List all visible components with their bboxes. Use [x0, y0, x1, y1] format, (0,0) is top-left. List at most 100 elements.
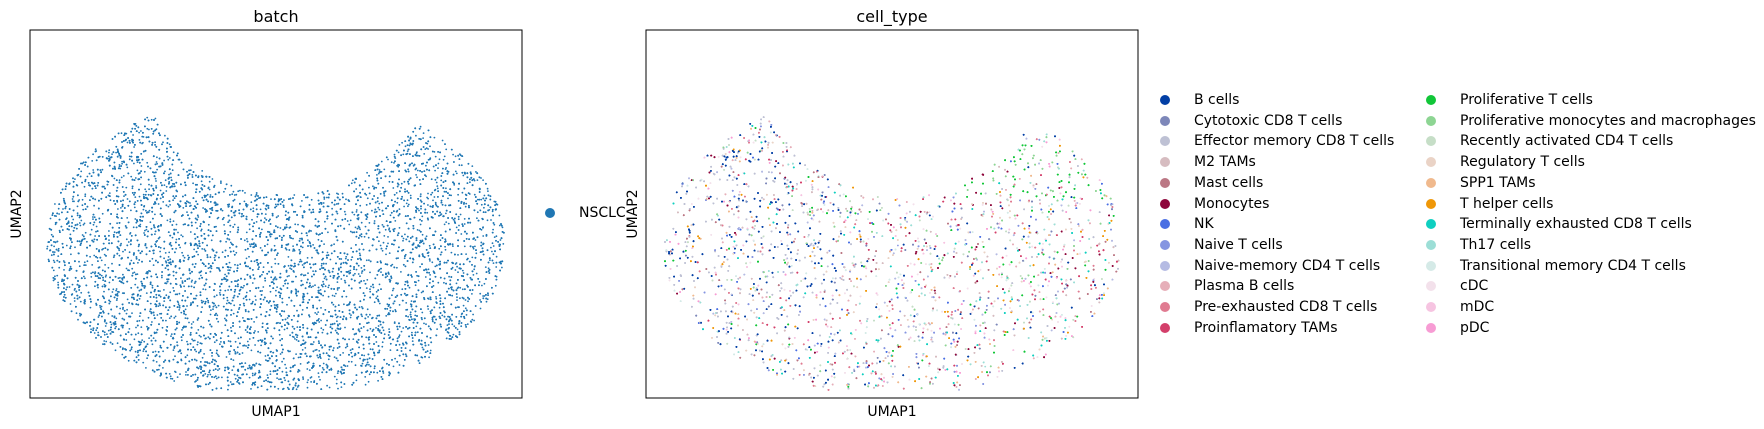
scatter-point: [349, 219, 352, 222]
scatter-point: [455, 282, 458, 285]
scatter-point: [407, 205, 409, 208]
scatter-point: [432, 285, 435, 287]
scatter-point: [136, 273, 139, 275]
scatter-point: [455, 172, 458, 175]
scatter-point: [207, 223, 210, 226]
scatter-point: [427, 192, 429, 195]
scatter-point: [136, 169, 139, 172]
scatter-point: [345, 198, 347, 201]
scatter-point: [284, 214, 287, 217]
scatter-point: [188, 268, 191, 270]
scatter-point: [211, 178, 214, 180]
scatter-point: [388, 313, 391, 316]
scatter-point: [461, 191, 464, 194]
scatter-point: [175, 228, 177, 231]
scatter-point: [382, 329, 385, 332]
scatter-point: [168, 373, 171, 375]
scatter-point: [278, 378, 280, 381]
scatter-point: [230, 184, 233, 187]
scatter-point: [243, 200, 246, 203]
scatter-point: [394, 357, 396, 360]
scatter-point: [172, 220, 175, 223]
scatter-point: [479, 292, 482, 295]
scatter-point: [420, 207, 422, 210]
scatter-point: [174, 293, 177, 296]
scatter-point: [103, 253, 106, 256]
scatter-point: [255, 299, 257, 301]
scatter-point: [476, 217, 478, 220]
scatter-point: [53, 245, 55, 248]
scatter-point: [393, 227, 396, 230]
scatter-point: [224, 273, 227, 276]
scatter-point: [428, 356, 430, 359]
scatter-point: [121, 160, 123, 163]
scatter-point: [208, 180, 211, 183]
scatter-point: [447, 197, 449, 200]
scatter-point: [126, 217, 129, 219]
scatter-point: [180, 277, 182, 279]
scatter-point: [111, 262, 113, 265]
scatter-point: [422, 137, 424, 140]
scatter-point: [170, 333, 173, 335]
scatter-point: [475, 252, 478, 255]
scatter-point: [246, 238, 248, 240]
scatter-point: [261, 273, 263, 276]
scatter-point: [101, 212, 104, 215]
scatter-point: [406, 199, 409, 202]
scatter-point: [271, 271, 274, 274]
scatter-point: [349, 230, 352, 233]
scatter-point: [184, 317, 187, 319]
scatter-point: [498, 214, 501, 217]
scatter-point: [459, 286, 462, 289]
scatter-point: [282, 387, 285, 390]
scatter-point: [368, 373, 371, 376]
scatter-point: [50, 233, 53, 236]
scatter-point: [154, 177, 157, 180]
scatter-point: [122, 175, 125, 177]
scatter-point: [480, 228, 483, 231]
scatter-point: [231, 193, 234, 196]
scatter-point: [335, 382, 338, 385]
scatter-point: [163, 184, 166, 187]
scatter-point: [79, 224, 82, 227]
scatter-point: [115, 299, 118, 301]
scatter-point: [278, 333, 281, 336]
scatter-point: [333, 243, 335, 246]
scatter-point: [234, 340, 237, 343]
scatter-point: [255, 221, 258, 223]
scatter-point: [163, 300, 166, 302]
scatter-point: [445, 167, 447, 169]
scatter-point: [282, 285, 285, 287]
scatter-point: [114, 349, 117, 352]
scatter-point: [501, 226, 504, 229]
scatter-point: [236, 280, 238, 283]
scatter-point: [363, 354, 366, 357]
scatter-point: [482, 227, 484, 229]
scatter-point: [318, 321, 321, 323]
scatter-point: [425, 164, 427, 167]
scatter-point: [137, 245, 140, 248]
scatter-point: [104, 275, 107, 278]
scatter-point: [364, 383, 367, 386]
scatter-point: [451, 266, 454, 269]
scatter-point: [159, 304, 162, 307]
scatter-point: [410, 251, 413, 254]
scatter-point: [447, 222, 450, 225]
scatter-point: [296, 386, 299, 388]
scatter-point: [189, 202, 191, 204]
scatter-point: [432, 199, 434, 202]
scatter-point: [438, 306, 441, 309]
scatter-point: [214, 304, 217, 307]
scatter-point: [321, 285, 324, 288]
scatter-point: [224, 289, 227, 292]
scatter-point: [261, 228, 263, 231]
scatter-point: [452, 218, 455, 221]
scatter-point: [273, 304, 276, 306]
scatter-point: [398, 227, 401, 229]
scatter-point: [394, 309, 397, 311]
scatter-point: [361, 362, 364, 365]
scatter-point: [122, 282, 125, 285]
scatter-point: [191, 279, 194, 282]
scatter-point: [139, 223, 142, 226]
scatter-point: [337, 333, 340, 335]
